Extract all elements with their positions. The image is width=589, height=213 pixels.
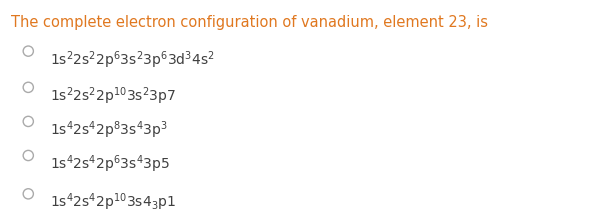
Text: 1s$^{2}$2s$^{2}$2p$^{6}$3s$^{2}$3p$^{6}$3d$^{3}$4s$^{2}$: 1s$^{2}$2s$^{2}$2p$^{6}$3s$^{2}$3p$^{6}$… [50,49,215,71]
Text: The complete electron configuration of vanadium, element 23, is: The complete electron configuration of v… [11,15,492,30]
Text: 1s$^{4}$2s$^{4}$2p$^{8}$3s$^{4}$3p$^{3}$: 1s$^{4}$2s$^{4}$2p$^{8}$3s$^{4}$3p$^{3}$ [50,119,168,141]
Text: 1s$^{4}$2s$^{4}$2p$^{10}$3s4$_{3}$p1: 1s$^{4}$2s$^{4}$2p$^{10}$3s4$_{3}$p1 [50,192,176,213]
Text: 1s$^{4}$2s$^{4}$2p$^{6}$3s$^{4}$3p5: 1s$^{4}$2s$^{4}$2p$^{6}$3s$^{4}$3p5 [50,153,170,175]
Text: 1s$^{2}$2s$^{2}$2p$^{10}$3s$^{2}$3p7: 1s$^{2}$2s$^{2}$2p$^{10}$3s$^{2}$3p7 [50,85,176,107]
